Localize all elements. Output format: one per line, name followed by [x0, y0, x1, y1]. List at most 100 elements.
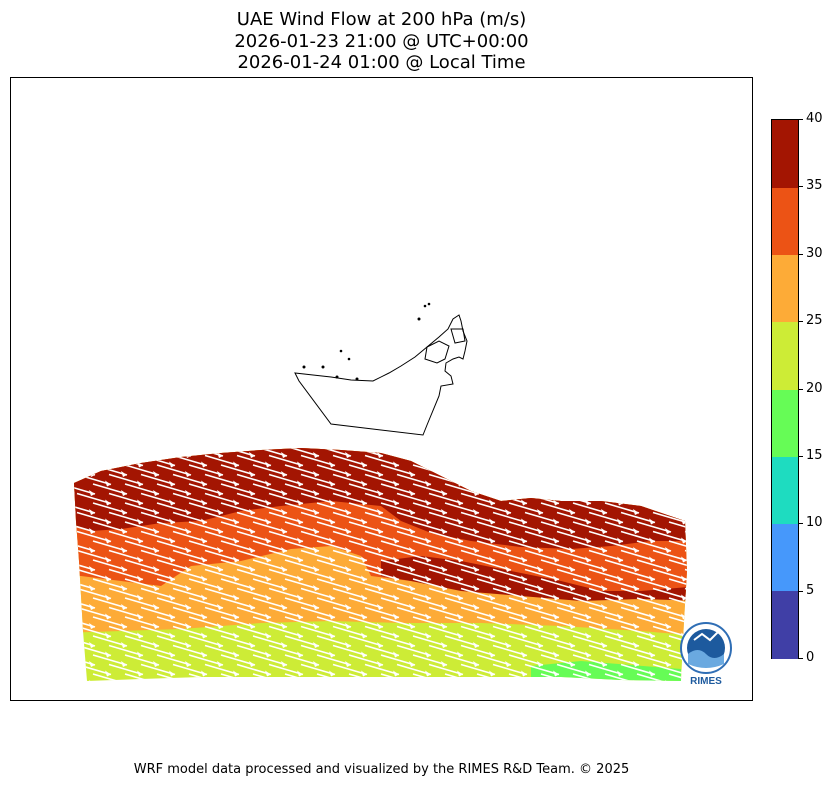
wind-vector-head — [377, 471, 383, 477]
wind-vector — [460, 644, 496, 657]
wind-vector — [476, 464, 512, 476]
wind-vector — [397, 684, 431, 694]
wind-vector-head — [105, 670, 111, 677]
wind-vector-head — [681, 537, 687, 544]
wind-vector — [380, 559, 416, 571]
wind-vector-head — [233, 613, 239, 620]
wind-vector — [268, 644, 304, 657]
wind-vector — [172, 511, 208, 524]
wind-vector-head — [329, 556, 335, 563]
wind-vector-head — [601, 471, 607, 477]
wind-vector-head — [377, 642, 383, 648]
wind-vector-head — [137, 613, 143, 620]
wind-vector-head — [409, 566, 415, 572]
wind-vector-head — [569, 642, 575, 648]
wind-vector-head — [89, 623, 95, 629]
wind-vector-head — [441, 509, 447, 515]
wind-vector-head — [617, 690, 623, 696]
wind-vector-head — [169, 480, 175, 487]
wind-vector-head — [217, 490, 223, 496]
wind-vector-head — [729, 471, 735, 477]
wind-vector-head — [617, 670, 623, 677]
wind-vector — [476, 521, 512, 533]
wind-vector-head — [649, 613, 655, 620]
wind-vector — [236, 568, 272, 581]
wind-vector — [733, 503, 752, 513]
wind-vector — [444, 654, 480, 666]
wind-vector — [204, 530, 240, 543]
wind-vector-head — [249, 661, 255, 667]
wind-vector — [492, 454, 528, 467]
wind-vector-head — [217, 585, 223, 591]
wind-vector — [300, 644, 336, 657]
wind-vector — [108, 530, 144, 543]
wind-vector-head — [553, 499, 559, 506]
wind-vector — [332, 511, 368, 524]
wind-vector-head — [489, 556, 495, 563]
wind-vector — [268, 530, 304, 543]
wind-vector-head — [361, 537, 367, 544]
wind-vector — [204, 492, 240, 505]
wind-vector-head — [569, 452, 575, 458]
wind-vector-head — [297, 651, 303, 658]
wind-vector — [556, 606, 592, 619]
wind-vector-head — [681, 499, 687, 506]
wind-vector-head — [169, 594, 175, 601]
wind-vector-head — [601, 452, 607, 458]
wind-vector — [92, 616, 128, 628]
wind-vector — [412, 448, 448, 457]
wind-vector — [188, 597, 224, 609]
wind-vector-head — [553, 594, 559, 601]
wind-vector-head — [569, 547, 575, 553]
wind-vector-head — [585, 632, 591, 639]
wind-vector-head — [281, 528, 287, 534]
wind-vector — [124, 448, 160, 457]
wind-vector — [348, 654, 384, 666]
wind-vector — [604, 654, 640, 666]
wind-vector — [252, 616, 288, 628]
wind-vector — [348, 521, 384, 533]
wind-vector-head — [569, 661, 575, 667]
wind-vector-head — [169, 690, 175, 696]
wind-vector-head — [137, 651, 143, 658]
wind-vector-head — [345, 585, 351, 591]
wind-vector — [141, 684, 175, 694]
wind-vector-head — [585, 651, 591, 658]
wind-vector — [316, 448, 352, 457]
wind-vector-head — [409, 490, 415, 496]
wind-vector-head — [441, 566, 447, 572]
wind-vector-head — [89, 661, 95, 667]
wind-vector-head — [89, 566, 95, 572]
wind-vector-head — [265, 613, 271, 620]
wind-vector-head — [697, 585, 703, 591]
wind-vector-head — [313, 452, 319, 458]
wind-vector — [348, 540, 384, 552]
wind-vector-head — [185, 490, 191, 496]
wind-vector-head — [569, 490, 575, 496]
wind-vector-head — [617, 480, 623, 487]
wind-vector-head — [89, 680, 95, 681]
wind-vector-head — [393, 499, 399, 506]
wind-vector — [524, 587, 560, 600]
wind-vector-head — [505, 661, 511, 667]
wind-vector — [124, 483, 160, 495]
wind-vector-head — [249, 547, 255, 553]
wind-vector-head — [681, 556, 687, 563]
wind-vector-head — [665, 585, 671, 591]
wind-vector-head — [729, 566, 735, 572]
wind-vector — [717, 551, 751, 561]
wind-vector — [556, 644, 592, 657]
wind-vector-head — [265, 518, 271, 525]
wind-vector-head — [473, 642, 479, 648]
wind-vector-head — [329, 537, 335, 544]
wind-vector — [364, 625, 400, 638]
wind-vector-head — [505, 471, 511, 477]
wind-vector-head — [249, 604, 255, 610]
wind-vector — [733, 484, 752, 494]
wind-vector-head — [729, 585, 735, 591]
wind-vector-head — [361, 518, 367, 525]
wind-vector — [380, 521, 416, 533]
wind-vector-head — [649, 575, 655, 582]
wind-vector — [492, 568, 528, 581]
wind-vector-head — [617, 556, 623, 563]
